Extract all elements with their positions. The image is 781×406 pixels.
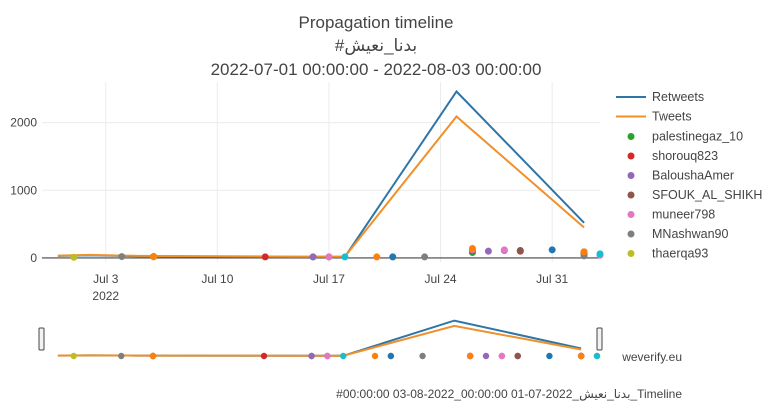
x-tick-label: Jul 10 (201, 272, 233, 286)
x-tick-label: Jul 24 (425, 272, 457, 286)
footer-filename: #00:00:00 03-08-2022_00:00:00 01-07-2022… (336, 387, 682, 402)
mini-point (498, 352, 506, 360)
legend-label: shorouq823 (652, 149, 718, 163)
chart-date-range: 2022-07-01 00:00:00 - 2022-08-03 00:00:0… (211, 60, 542, 79)
point-extra (389, 253, 397, 261)
mini-point (70, 352, 77, 360)
mini-point (514, 352, 521, 360)
legend-label: Retweets (652, 90, 704, 104)
mini-point (387, 352, 395, 360)
mini-point (371, 352, 379, 360)
legend-label: MNashwan90 (652, 227, 728, 241)
y-axis: 0 1000 2000 (10, 116, 37, 265)
mini-point (546, 352, 553, 360)
point-extra (548, 246, 556, 254)
legend-label: muneer798 (652, 208, 715, 222)
legend: Retweets Tweets palestinegaz_10 shorouq823 B… (616, 90, 762, 261)
point-extra (150, 253, 158, 261)
legend-marker (627, 133, 635, 140)
mini-point (260, 352, 268, 360)
legend-marker (627, 211, 635, 218)
chart-subtitle: #بدنا_نعيش (335, 36, 417, 55)
user-points (70, 244, 604, 261)
mini-series-line (57, 324, 582, 357)
range-slider-right-handle[interactable] (596, 327, 603, 351)
point-extra (373, 253, 381, 261)
legend-label: palestinegaz_10 (652, 130, 743, 144)
mini-series-line (57, 319, 582, 357)
legend-label: SFOUK_AL_SHIKH (652, 188, 762, 202)
series-line-retweets (57, 89, 585, 258)
point-shorouq823 (261, 253, 269, 261)
x-tick-label: Jul 31 (536, 272, 568, 286)
watermark: weverify.eu (621, 350, 682, 364)
range-slider-left-handle[interactable] (38, 327, 45, 351)
legend-marker (627, 250, 635, 257)
point-MNashwan90 (118, 253, 126, 261)
series-line-tweets (57, 115, 585, 258)
grid (42, 82, 600, 262)
legend-label: Tweets (652, 110, 692, 124)
point-BaloushaAmer (484, 247, 492, 255)
chart-title: Propagation timeline (299, 13, 454, 32)
mini-point (419, 352, 426, 360)
mini-point (324, 352, 331, 360)
mini-point (577, 352, 585, 360)
legend-label: BaloushaAmer (652, 169, 734, 183)
legend-label: thaerqa93 (652, 247, 708, 261)
point-MNashwan90 (421, 253, 429, 261)
mini-point (149, 352, 157, 360)
point-extra (580, 248, 588, 256)
mini-point (340, 352, 347, 360)
range-slider[interactable] (38, 319, 603, 360)
x-tick-label: Jul 17 (313, 272, 345, 286)
x-tick-label: Jul 3 (93, 272, 119, 286)
point-ahmedbassiouni (596, 250, 604, 258)
y-tick-label: 1000 (10, 183, 37, 197)
point-BaloushaAmer (309, 253, 317, 261)
series-lines (57, 89, 585, 258)
mini-point (308, 352, 315, 360)
legend-marker (627, 191, 635, 199)
range-slider-preview (57, 319, 601, 360)
mini-point (593, 352, 601, 360)
point-muneer798 (500, 246, 508, 254)
x-axis: Jul 3 2022 Jul 10 Jul 17 Jul 24 Jul 31 (92, 272, 568, 303)
legend-marker (627, 172, 635, 179)
point-thaerqa93 (70, 253, 78, 261)
mini-point (466, 352, 474, 360)
legend-marker (627, 152, 635, 160)
point-SFOUK_AL_SHIKH (516, 246, 524, 254)
legend-marker (627, 230, 635, 238)
point-extra (468, 244, 476, 252)
mini-point (482, 352, 490, 360)
point-ahmedbassiouni (341, 253, 349, 261)
x-tick-year: 2022 (92, 289, 119, 303)
point-muneer798 (325, 253, 333, 261)
y-tick-label: 2000 (10, 116, 37, 130)
y-tick-label: 0 (30, 251, 37, 265)
mini-point (118, 352, 125, 360)
